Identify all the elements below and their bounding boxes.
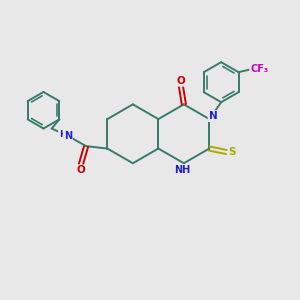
Text: CF₃: CF₃ bbox=[250, 64, 268, 74]
Text: S: S bbox=[229, 147, 236, 157]
Text: NH: NH bbox=[174, 165, 190, 175]
Text: N: N bbox=[64, 131, 72, 141]
Text: O: O bbox=[76, 165, 85, 175]
Text: O: O bbox=[176, 76, 185, 86]
Text: H: H bbox=[59, 130, 66, 139]
Text: N: N bbox=[208, 111, 217, 121]
